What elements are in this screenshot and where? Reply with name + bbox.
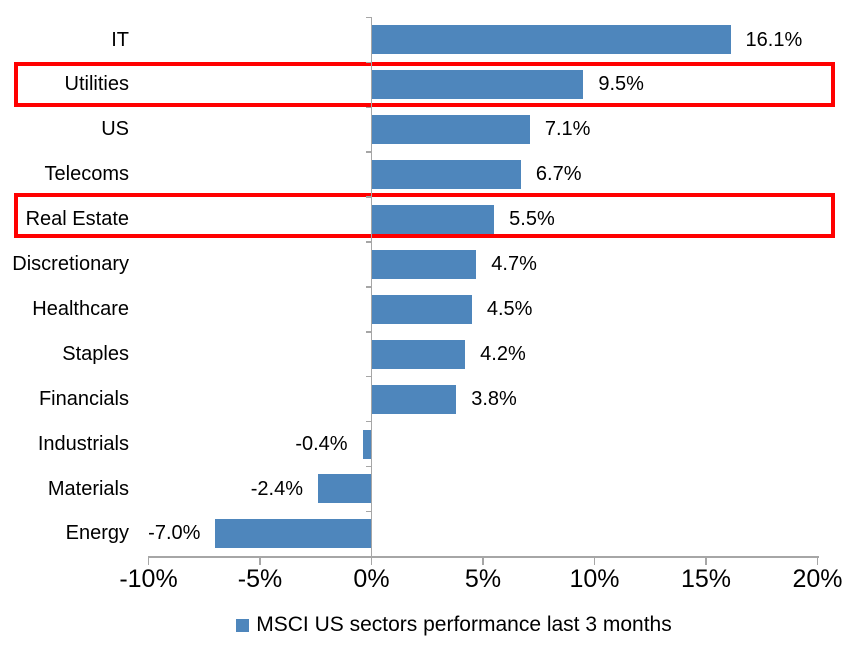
category-tick <box>365 106 372 109</box>
category-axis-line <box>370 17 373 557</box>
value-label-materials: -2.4% <box>250 477 303 500</box>
category-tick <box>365 375 372 378</box>
bar-healthcare <box>371 294 472 324</box>
bar-telecoms <box>371 160 521 190</box>
value-label-industrials: -0.4% <box>295 432 348 455</box>
value-label-discretionary: 4.7% <box>491 253 537 275</box>
bar-industrials <box>362 429 372 459</box>
category-label-discretionary: Discretionary <box>12 253 129 275</box>
x-tick-label: 0% <box>353 565 390 593</box>
bar-utilities <box>371 70 584 100</box>
legend-marker-icon <box>236 618 250 632</box>
value-tick <box>259 556 261 565</box>
x-tick-label: 5% <box>464 565 502 593</box>
bar-materials <box>317 474 372 504</box>
value-tick <box>593 556 596 565</box>
category-tick <box>365 465 372 468</box>
value-label-telecoms: 6.7% <box>535 163 582 186</box>
value-label-real-estate: 5.5% <box>509 208 555 231</box>
highlight-box-real-estate <box>14 193 835 239</box>
value-label-financials: 3.8% <box>471 387 517 410</box>
category-tick <box>365 241 372 243</box>
category-label-telecoms: Telecoms <box>44 163 129 186</box>
bar-energy <box>215 519 372 549</box>
category-label-materials: Materials <box>47 477 129 500</box>
category-tick <box>365 16 372 19</box>
value-label-staples: 4.2% <box>480 342 526 365</box>
category-label-staples: Staples <box>62 342 129 365</box>
value-label-utilities: 9.5% <box>598 73 644 96</box>
category-tick <box>365 510 372 513</box>
legend: MSCI US sectors performance last 3 month… <box>28 613 852 637</box>
bar-financials <box>371 384 457 414</box>
x-tick-label: 10% <box>569 565 620 593</box>
category-label-healthcare: Healthcare <box>32 297 129 320</box>
bar-it <box>371 25 731 55</box>
value-axis-line <box>148 556 819 558</box>
x-tick-label: 15% <box>680 565 732 593</box>
category-tick <box>365 151 372 153</box>
bar-staples <box>371 339 466 369</box>
category-tick <box>365 61 372 64</box>
category-tick <box>365 420 372 423</box>
x-tick-label: 20% <box>792 565 843 593</box>
bar-discretionary <box>371 249 477 279</box>
category-label-utilities: Utilities <box>64 73 129 96</box>
category-label-financials: Financials <box>38 387 129 410</box>
category-label-energy: Energy <box>65 522 129 545</box>
value-tick <box>705 556 707 565</box>
value-label-healthcare: 4.5% <box>486 297 533 320</box>
category-label-us: US <box>101 118 129 141</box>
x-tick-label: -5% <box>237 565 283 593</box>
x-tick-label: -10% <box>119 565 178 593</box>
value-label-us: 7.1% <box>544 118 591 141</box>
category-tick <box>365 331 372 333</box>
value-label-energy: -7.0% <box>148 522 201 545</box>
category-label-industrials: Industrials <box>37 432 129 455</box>
category-tick <box>365 286 372 288</box>
bar-us <box>371 115 530 145</box>
bar-real-estate <box>371 205 495 235</box>
category-label-it: IT <box>111 28 129 51</box>
value-tick <box>147 556 150 565</box>
legend-label: MSCI US sectors performance last 3 month… <box>256 613 672 636</box>
value-tick <box>816 556 819 565</box>
highlight-box-utilities <box>14 62 835 108</box>
category-label-real-estate: Real Estate <box>25 208 129 231</box>
value-tick <box>370 556 373 565</box>
value-tick <box>482 556 484 565</box>
value-label-it: 16.1% <box>745 28 803 51</box>
category-tick <box>365 196 372 198</box>
